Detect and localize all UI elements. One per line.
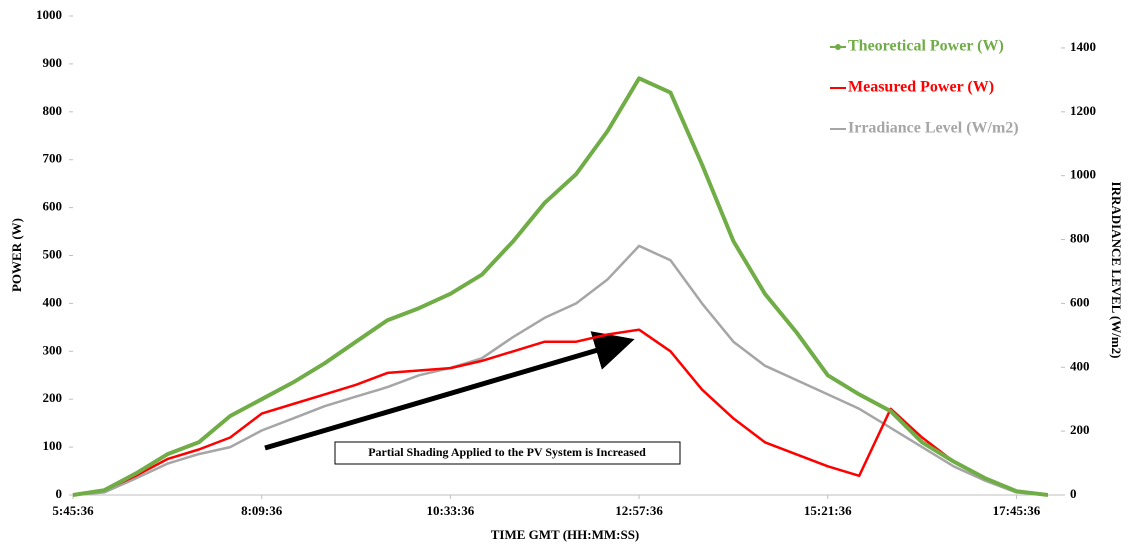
y2-tick-label: 0 <box>1070 486 1077 501</box>
y2-tick-label: 1200 <box>1070 103 1096 118</box>
y-tick-label: 600 <box>43 199 63 214</box>
annotation-arrow <box>264 331 635 451</box>
x-tick-label: 12:57:36 <box>615 503 663 518</box>
y-tick-label: 1000 <box>36 7 62 22</box>
legend-dot <box>835 44 841 50</box>
x-tick-label: 5:45:36 <box>52 503 94 518</box>
x-tick-label: 10:33:36 <box>427 503 475 518</box>
y2-tick-label: 1000 <box>1070 167 1096 182</box>
series-line <box>72 328 1049 497</box>
y2-tick-label: 200 <box>1070 422 1090 437</box>
y-tick-label: 700 <box>43 151 63 166</box>
y-tick-label: 800 <box>43 103 63 118</box>
legend-label: Irradiance Level (W/m2) <box>848 120 1019 137</box>
x-tick-label: 8:09:36 <box>241 503 283 518</box>
y2-axis-label: IRRADIANCE LEVEL (W/m2) <box>1109 182 1124 359</box>
x-tick-label: 17:45:36 <box>993 503 1041 518</box>
y-tick-label: 500 <box>43 246 63 261</box>
y-tick-label: 200 <box>43 390 63 405</box>
y-tick-label: 100 <box>43 438 63 453</box>
annotation-box <box>334 441 681 465</box>
legend-label: Theoretical Power (W) <box>848 38 1004 55</box>
x-axis-label: TIME GMT (HH:MM:SS) <box>491 527 640 542</box>
y2-tick-label: 400 <box>1070 358 1090 373</box>
legend-label: Measured Power (W) <box>848 79 994 96</box>
series-line <box>72 76 1049 497</box>
y2-tick-label: 600 <box>1070 294 1090 309</box>
y-tick-label: 400 <box>43 294 63 309</box>
y-tick-label: 0 <box>56 486 63 501</box>
y2-tick-label: 1400 <box>1070 39 1096 54</box>
series-line <box>72 244 1049 497</box>
y-tick-label: 300 <box>43 342 63 357</box>
annotation: Partial Shading Applied to the PV System… <box>368 445 646 459</box>
y2-tick-label: 800 <box>1070 231 1090 246</box>
y-axis-label: POWER (W) <box>9 218 24 292</box>
y-tick-label: 900 <box>43 55 63 70</box>
x-tick-label: 15:21:36 <box>804 503 852 518</box>
